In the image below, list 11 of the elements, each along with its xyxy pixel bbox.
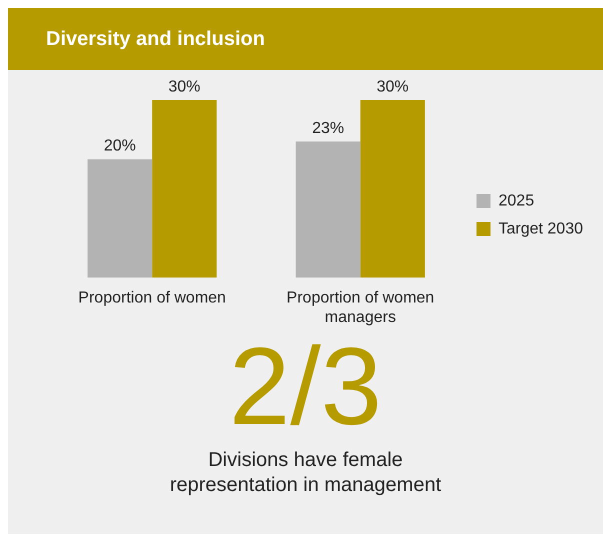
text: 2/3 bbox=[228, 325, 382, 448]
text: Divisions have female representation in management bbox=[168, 448, 442, 498]
x-tick-label: Proportion of women managers bbox=[286, 290, 434, 326]
x-tick-label: Proportion of women bbox=[78, 290, 226, 307]
chart-title: Diversity and inclusion bbox=[8, 8, 603, 70]
legend-label: 2025 bbox=[498, 192, 534, 210]
data-label: 30% bbox=[376, 78, 409, 96]
data-label: 23% bbox=[312, 120, 344, 137]
data-label: 30% bbox=[168, 78, 200, 96]
legend-label: Target 2030 bbox=[498, 220, 584, 238]
data-label: 20% bbox=[104, 138, 136, 155]
